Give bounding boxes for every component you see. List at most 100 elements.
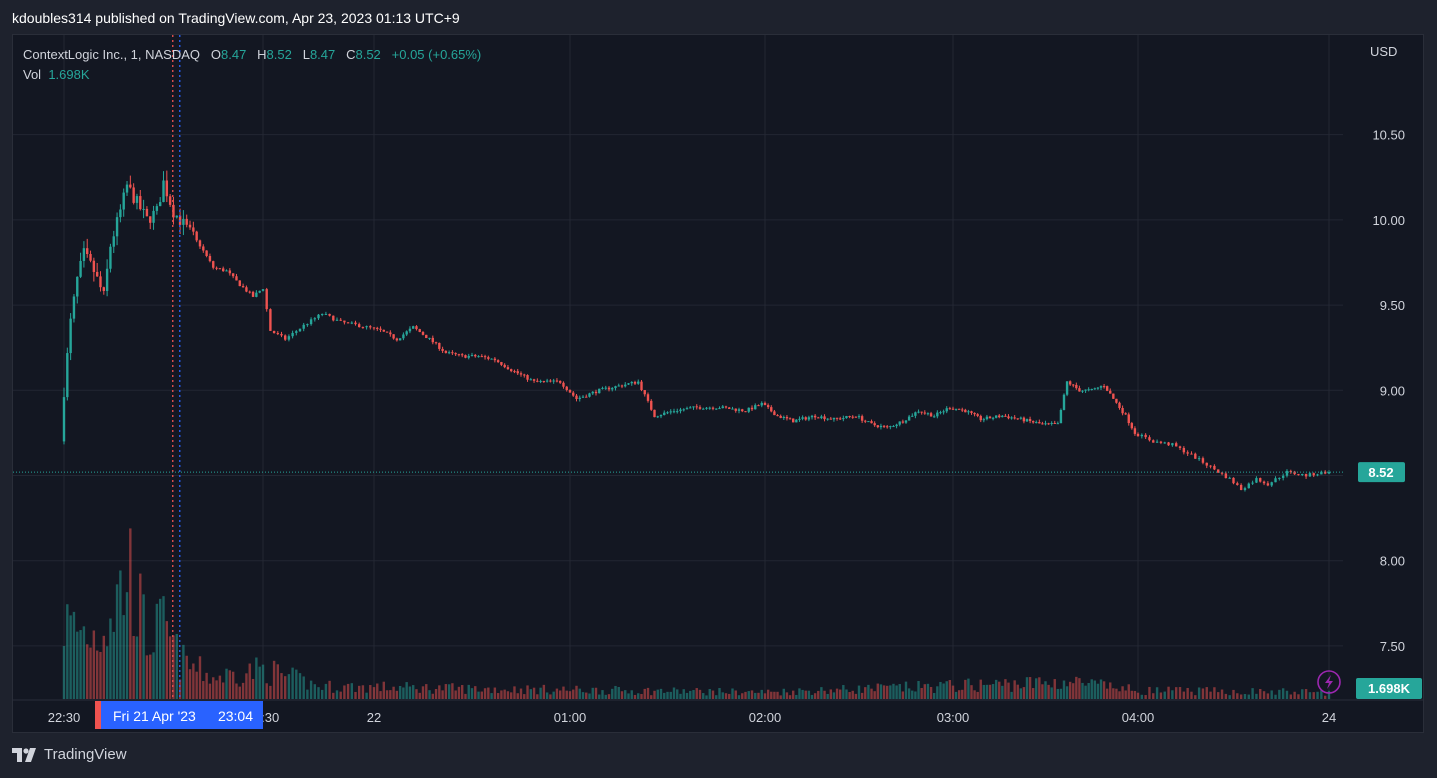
candle-body	[1274, 478, 1277, 483]
candle-body	[1109, 390, 1112, 394]
candle-body	[328, 313, 331, 316]
candle-body	[976, 414, 979, 416]
candle-body	[549, 380, 552, 382]
volume-bar	[487, 687, 490, 699]
candle-body	[692, 406, 695, 408]
tradingview-logo[interactable]: TradingView	[12, 746, 127, 763]
legend-high-value: 8.52	[266, 47, 292, 62]
volume-bar	[873, 691, 876, 699]
candle-body	[168, 196, 172, 205]
volume-bar	[1047, 684, 1050, 699]
candle-body	[198, 240, 202, 247]
candle-body	[682, 409, 685, 411]
volume-bar	[845, 689, 848, 699]
candle-body	[1050, 422, 1053, 424]
candle-body	[317, 314, 320, 319]
candle-body	[1112, 393, 1115, 399]
volume-bar	[939, 681, 942, 699]
volume-bar	[620, 691, 624, 699]
legend-low-label: L	[302, 47, 310, 62]
volume-bar	[1201, 688, 1205, 699]
candle-body	[760, 402, 763, 406]
crosshair	[172, 35, 181, 700]
volume-bar	[1259, 688, 1262, 699]
candle-body	[578, 397, 581, 400]
volume-bar	[568, 691, 572, 699]
candle-body	[480, 356, 483, 358]
volume-bar	[757, 692, 760, 699]
volume-bar	[428, 690, 431, 699]
candle-body	[1068, 381, 1072, 385]
legend-symbol[interactable]: ContextLogic Inc., 1, NASDAQ	[23, 47, 201, 62]
volume-bar	[1090, 679, 1093, 699]
candle-body	[633, 381, 637, 384]
candle-body	[1133, 428, 1137, 434]
ohlc-legend: ContextLogic Inc., 1, NASDAQ O8.47 H8.52…	[23, 45, 481, 85]
legend-row-volume: Vol 1.698K	[23, 65, 481, 85]
candle-body	[848, 416, 851, 418]
candle-body	[895, 424, 898, 427]
volume-bar	[1285, 690, 1289, 699]
volume-bar	[162, 596, 165, 699]
volume-bar	[773, 691, 776, 699]
candle-body	[235, 276, 238, 281]
volume-bar	[526, 685, 529, 699]
candle-body	[1255, 478, 1258, 483]
candle-body	[785, 416, 789, 419]
candle-body	[708, 407, 711, 409]
candle-body	[490, 358, 493, 360]
candlestick-chart[interactable]: 7.508.008.509.009.5010.0010.5022:3023:30…	[13, 35, 1423, 732]
volume-bar	[332, 692, 335, 699]
candle-body	[158, 202, 162, 207]
candle-body	[829, 418, 832, 420]
candle-body	[395, 338, 399, 341]
volume-bar	[973, 690, 976, 699]
candle-body	[892, 426, 895, 428]
volume-bar	[1022, 687, 1026, 699]
candle-body	[276, 333, 279, 335]
candle-body	[428, 337, 431, 339]
candle-body	[82, 248, 86, 261]
candle-body	[601, 387, 604, 389]
candle-body	[857, 416, 861, 418]
candle-body	[438, 342, 441, 349]
volume-bar	[656, 689, 659, 699]
candle-body	[477, 356, 480, 358]
candle-body	[923, 412, 926, 414]
volume-bar	[666, 691, 669, 699]
candle-body	[1323, 471, 1327, 474]
candle-body	[1144, 434, 1147, 438]
volume-bar	[1316, 691, 1319, 699]
volume-bar	[801, 689, 804, 699]
candle-body	[369, 326, 372, 328]
candle-body	[165, 180, 169, 197]
volume-bar	[115, 584, 119, 699]
volume-bar	[817, 690, 820, 699]
legend-volume-label[interactable]: Vol	[23, 67, 42, 82]
volume-bar	[231, 671, 235, 699]
candle-body	[434, 342, 438, 344]
candle-body	[350, 322, 353, 324]
candle-body	[982, 419, 986, 421]
volume-bar	[328, 680, 331, 699]
candle-body	[321, 313, 324, 315]
volume-bar	[317, 687, 320, 699]
candle-body	[225, 270, 228, 272]
volume-bar	[490, 693, 493, 699]
candle-body	[757, 405, 760, 407]
candle-body	[109, 246, 112, 269]
candle-body	[1016, 418, 1019, 420]
y-tick-label: 7.50	[1380, 639, 1405, 654]
candle-body	[1163, 442, 1166, 444]
legend-close-value: 8.52	[355, 47, 381, 62]
last-volume-badge-text: 1.698K	[1368, 681, 1411, 696]
volume-bar	[415, 689, 418, 699]
candle-body	[744, 411, 747, 413]
lightning-alert-icon[interactable]	[1317, 670, 1341, 694]
candle-body	[343, 320, 346, 323]
volume-bar	[1190, 691, 1193, 699]
candle-body	[672, 411, 676, 413]
candle-body	[926, 413, 930, 415]
chart-panel[interactable]: 7.508.008.509.009.5010.0010.5022:3023:30…	[12, 34, 1424, 733]
candle-body	[788, 418, 792, 420]
